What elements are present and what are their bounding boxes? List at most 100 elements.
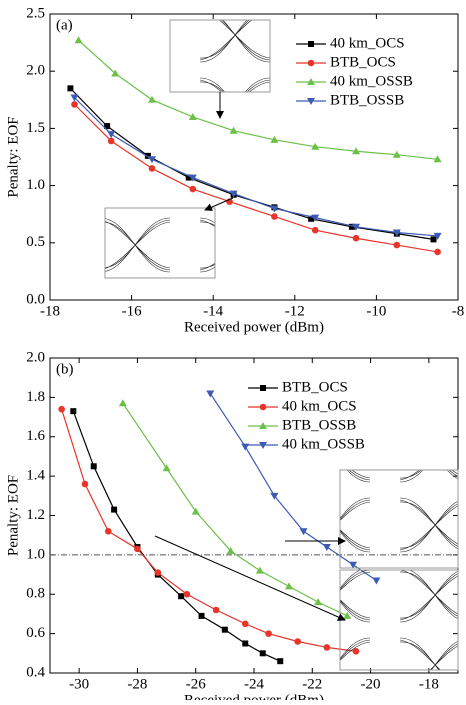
eye-diagram xyxy=(340,470,458,568)
page: -18 -16 -14 -12 -10 -8 0.0 0.5 1.0 1.5 2.0 2.5 Recei… xyxy=(0,0,466,705)
legend-label: BTB_OSSB xyxy=(282,417,356,433)
marker xyxy=(82,481,89,488)
marker xyxy=(323,544,331,551)
x-axis-label: Received power (dBm) xyxy=(184,692,324,700)
marker xyxy=(190,186,197,193)
x-tick-label: -18 xyxy=(419,676,439,692)
y-tick-label: 1.0 xyxy=(26,546,45,562)
eye-diagram xyxy=(105,208,215,278)
marker xyxy=(119,399,127,406)
series-line xyxy=(123,403,347,616)
legend-label: 40 km_OCS xyxy=(330,35,405,51)
marker xyxy=(189,113,197,120)
y-axis-label: Penalty: EOF xyxy=(5,116,21,197)
y-axis-label: Penalty: EOF xyxy=(5,475,21,556)
marker xyxy=(178,593,184,599)
series-line xyxy=(73,411,280,661)
marker xyxy=(324,644,331,651)
marker xyxy=(242,620,249,627)
y-tick-label: 1.2 xyxy=(26,507,45,523)
marker xyxy=(199,613,205,619)
marker xyxy=(277,658,283,664)
marker xyxy=(184,591,191,598)
marker xyxy=(285,582,293,589)
x-tick-label: -28 xyxy=(127,676,147,692)
y-tick-label: 0.8 xyxy=(26,586,45,602)
y-tick-label: 2.5 xyxy=(26,5,45,21)
marker xyxy=(206,390,214,397)
marker xyxy=(431,236,437,242)
y-tick-label: 1.0 xyxy=(26,177,45,193)
marker xyxy=(134,546,141,553)
marker xyxy=(213,607,220,614)
marker xyxy=(394,242,401,249)
marker xyxy=(222,627,228,633)
y-tick-label: 0.6 xyxy=(26,625,45,641)
panel-label: (b) xyxy=(56,361,74,377)
marker xyxy=(434,249,441,256)
panel: -18-16-14-12-10-80.00.51.01.52.02.5Recei… xyxy=(5,5,464,335)
legend-label: BTB_OSSB xyxy=(330,92,404,108)
marker xyxy=(111,507,117,513)
marker xyxy=(148,96,156,103)
y-tick-label: 0.4 xyxy=(26,664,45,680)
legend-label: 40 km_OSSB xyxy=(330,73,413,89)
marker xyxy=(75,36,83,43)
panel: -30 -28 -26 -24 -22 -20 -18 0.4 0.6 0.8 1.0 1.2 1.4 1… xyxy=(5,349,458,700)
y-tick-label: 2.0 xyxy=(26,349,45,365)
x-tick-label: -14 xyxy=(203,303,223,319)
figure: -18 -16 -14 -12 -10 -8 0.0 0.5 1.0 1.5 2.0 2.5 Recei… xyxy=(0,0,466,700)
x-tick-label: -30 xyxy=(69,676,89,692)
marker xyxy=(192,508,200,515)
marker xyxy=(353,235,360,242)
marker xyxy=(155,569,162,576)
marker xyxy=(314,598,322,605)
x-tick-label: -20 xyxy=(361,676,381,692)
eye-diagram xyxy=(340,570,458,670)
legend-label: 40 km_OCS xyxy=(282,398,357,414)
marker xyxy=(107,131,115,138)
marker xyxy=(312,227,319,234)
x-tick-label: -10 xyxy=(366,303,386,319)
legend-marker xyxy=(260,404,267,411)
marker xyxy=(149,165,156,172)
x-tick-label: -12 xyxy=(285,303,305,319)
y-tick-label: 1.6 xyxy=(26,428,45,444)
x-tick-label: -22 xyxy=(302,676,322,692)
y-tick-label: 0.0 xyxy=(26,291,45,307)
legend-marker xyxy=(260,385,266,391)
x-tick-label: -26 xyxy=(186,676,206,692)
marker xyxy=(105,528,112,535)
eye-diagram xyxy=(170,20,270,92)
marker xyxy=(108,138,115,145)
marker xyxy=(70,408,76,414)
x-tick-label: -24 xyxy=(244,676,264,692)
arrow xyxy=(155,536,345,620)
marker xyxy=(256,567,264,574)
marker xyxy=(271,213,278,220)
marker xyxy=(71,101,78,108)
legend-label: BTB_OCS xyxy=(330,54,396,70)
y-tick-label: 1.5 xyxy=(26,120,45,136)
panel-label: (a) xyxy=(56,17,73,33)
marker xyxy=(242,640,248,646)
y-tick-label: 2.0 xyxy=(26,63,45,79)
y-tick-label: 1.4 xyxy=(26,468,45,484)
x-axis-label: Received power (dBm) xyxy=(184,319,324,335)
legend-label: BTB_OCS xyxy=(282,379,348,395)
x-tick-label: -16 xyxy=(122,303,142,319)
marker xyxy=(265,630,272,637)
marker xyxy=(163,464,171,471)
marker xyxy=(91,463,97,469)
y-tick-label: 1.8 xyxy=(26,389,45,405)
marker xyxy=(58,406,65,413)
marker xyxy=(300,528,308,535)
legend-label: 40 km_OSSB xyxy=(282,436,365,452)
marker xyxy=(294,638,301,645)
marker xyxy=(67,85,73,91)
x-tick-label: -8 xyxy=(452,303,465,319)
legend-marker xyxy=(308,60,315,67)
marker xyxy=(260,650,266,656)
legend-marker xyxy=(308,41,314,47)
y-tick-label: 0.5 xyxy=(26,234,45,250)
